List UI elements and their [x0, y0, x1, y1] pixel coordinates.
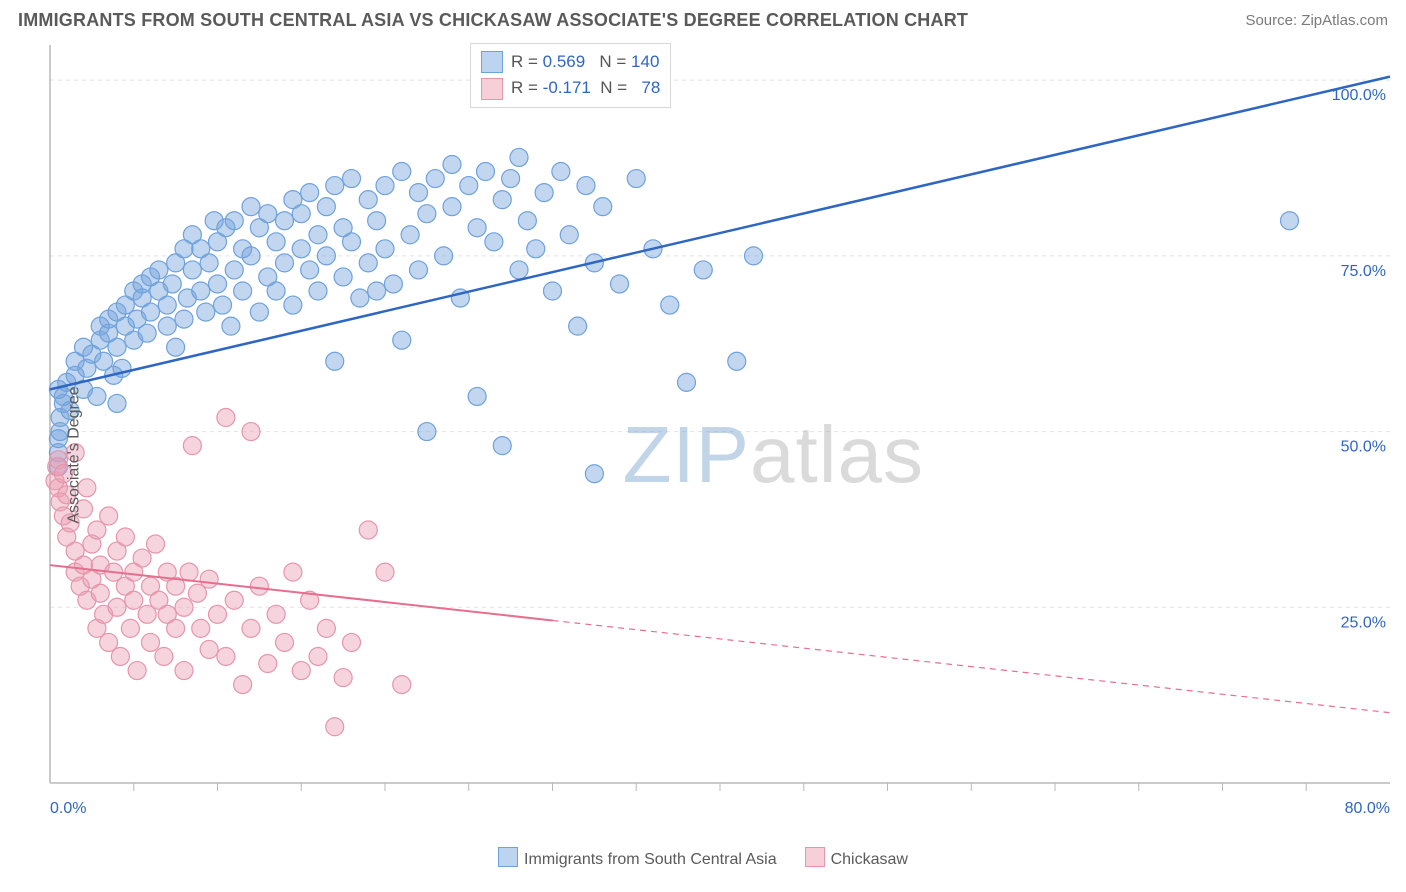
x-tick-label: 80.0%	[1345, 800, 1390, 817]
y-tick-label: 50.0%	[1341, 439, 1386, 456]
stats-legend-row: R = -0.171 N = 78	[481, 75, 660, 101]
y-tick-label: 75.0%	[1341, 263, 1386, 280]
x-tick-label: 0.0%	[50, 800, 86, 817]
y-axis-label: Associate's Degree	[66, 386, 84, 523]
source-label: Source: ZipAtlas.com	[1245, 12, 1388, 29]
legend-item: Immigrants from South Central Asia	[498, 847, 777, 869]
legend-item: Chickasaw	[805, 847, 908, 869]
y-tick-label: 25.0%	[1341, 614, 1386, 631]
legend-swatch	[481, 78, 503, 100]
series-legend: Immigrants from South Central Asia Chicka…	[0, 847, 1406, 869]
stats-legend: R = 0.569 N = 140R = -0.171 N = 78	[470, 43, 671, 108]
legend-swatch	[498, 847, 518, 867]
y-tick-label: 100.0%	[1332, 87, 1386, 104]
correlation-chart: Associate's Degree 0.0% 80.0% 25.0% 50.0% 75…	[0, 35, 1406, 875]
stats-legend-row: R = 0.569 N = 140	[481, 49, 660, 75]
page-title: IMMIGRANTS FROM SOUTH CENTRAL ASIA VS CH…	[18, 10, 968, 31]
legend-swatch	[481, 51, 503, 73]
legend-swatch	[805, 847, 825, 867]
